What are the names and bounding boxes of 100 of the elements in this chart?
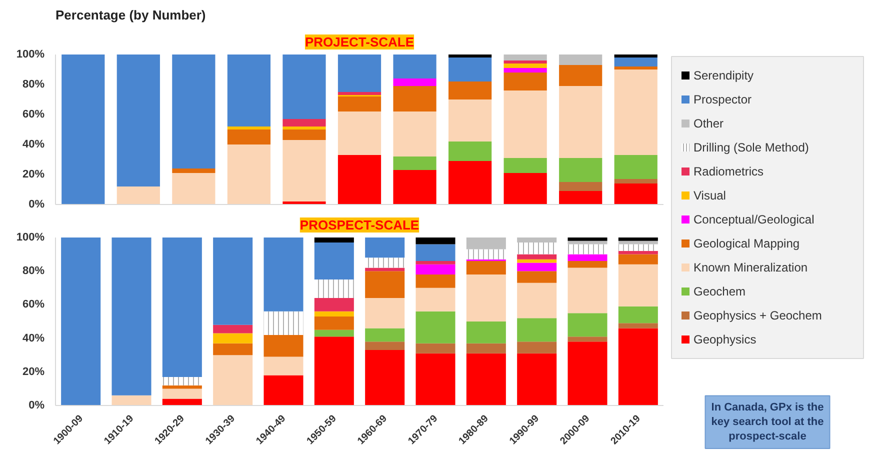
bar bbox=[448, 82, 492, 100]
bar bbox=[614, 179, 658, 184]
bar bbox=[172, 168, 216, 173]
y-axis-title: Percentage (by Number) bbox=[56, 8, 206, 22]
bar bbox=[517, 318, 557, 342]
bar bbox=[416, 343, 456, 354]
bar bbox=[116, 186, 160, 204]
bar bbox=[559, 65, 602, 86]
bar bbox=[504, 72, 547, 90]
bar bbox=[466, 274, 506, 322]
bar bbox=[62, 54, 105, 204]
y-tick-label: 40% bbox=[22, 332, 45, 344]
legend-label: Visual bbox=[694, 188, 726, 202]
bar bbox=[416, 353, 456, 406]
bar bbox=[365, 238, 405, 258]
bar bbox=[559, 54, 602, 65]
bar bbox=[614, 54, 658, 58]
bar bbox=[618, 306, 658, 324]
bar bbox=[264, 356, 304, 376]
bar bbox=[614, 70, 658, 155]
bar bbox=[416, 311, 456, 344]
bar bbox=[227, 54, 271, 126]
bar bbox=[517, 271, 557, 283]
bar bbox=[466, 343, 506, 354]
bar bbox=[282, 140, 326, 202]
bar bbox=[504, 158, 547, 173]
bar bbox=[213, 355, 253, 406]
bar bbox=[517, 342, 557, 354]
bar bbox=[314, 336, 354, 406]
bar bbox=[466, 353, 506, 406]
bar bbox=[448, 100, 492, 142]
y-tick-label: 80% bbox=[22, 78, 45, 90]
y-tick-label: 0% bbox=[28, 400, 45, 412]
bar bbox=[393, 54, 436, 78]
bar bbox=[227, 126, 271, 130]
bar bbox=[504, 64, 547, 68]
bar bbox=[504, 60, 547, 64]
bar bbox=[282, 54, 326, 119]
y-tick-label: 20% bbox=[22, 366, 45, 378]
bar bbox=[568, 342, 608, 406]
y-tick-label: 100% bbox=[16, 232, 45, 244]
bar bbox=[314, 242, 354, 280]
bar bbox=[568, 261, 608, 268]
bar bbox=[416, 274, 456, 288]
y-tick-label: 40% bbox=[22, 138, 45, 150]
bar bbox=[466, 261, 506, 274]
bar bbox=[365, 342, 405, 350]
bar bbox=[282, 130, 326, 140]
bar bbox=[416, 288, 456, 312]
bar bbox=[213, 324, 253, 334]
bar bbox=[517, 254, 557, 260]
bar bbox=[448, 142, 492, 161]
y-tick-label: 60% bbox=[22, 108, 45, 120]
text: In Canada, GPx is the key search tool at the prospect-scale bbox=[711, 402, 824, 442]
bar bbox=[517, 353, 557, 406]
bar bbox=[264, 375, 304, 406]
bar bbox=[559, 158, 602, 182]
legend-label: Geological Mapping bbox=[694, 236, 800, 250]
bar bbox=[264, 334, 304, 357]
bar bbox=[618, 328, 658, 406]
bar bbox=[618, 323, 658, 328]
bar bbox=[517, 262, 557, 272]
bar bbox=[568, 240, 608, 244]
bar bbox=[162, 238, 202, 377]
y-tick-label: 60% bbox=[22, 298, 45, 311]
bar bbox=[172, 173, 216, 204]
bar bbox=[568, 268, 608, 314]
bar bbox=[365, 350, 405, 406]
bar bbox=[618, 250, 658, 254]
bar bbox=[614, 184, 658, 204]
bar bbox=[614, 155, 658, 179]
bar bbox=[338, 92, 382, 95]
bar bbox=[416, 264, 456, 274]
bar bbox=[618, 254, 658, 264]
bar bbox=[172, 54, 216, 168]
legend-label: Serendipity bbox=[694, 68, 754, 82]
legend-label: Conceptual/Geological bbox=[694, 212, 814, 226]
bar bbox=[559, 86, 602, 158]
bar bbox=[61, 238, 101, 406]
bar bbox=[365, 298, 405, 328]
bar bbox=[314, 238, 354, 243]
y-tick-label: 20% bbox=[22, 168, 45, 180]
bar bbox=[338, 112, 382, 155]
bar bbox=[504, 90, 547, 158]
bar bbox=[282, 119, 326, 126]
bar bbox=[466, 322, 506, 344]
bar bbox=[618, 238, 658, 241]
bar bbox=[338, 155, 382, 204]
bar bbox=[568, 336, 608, 342]
bar bbox=[504, 173, 547, 204]
bar bbox=[393, 170, 436, 204]
bar bbox=[213, 238, 253, 325]
bar bbox=[416, 261, 456, 264]
bar bbox=[162, 388, 202, 399]
bar bbox=[393, 78, 436, 86]
bar bbox=[614, 66, 658, 70]
legend-label: Radiometrics bbox=[694, 164, 764, 178]
bar bbox=[416, 238, 456, 244]
bar bbox=[338, 54, 382, 92]
bar bbox=[504, 54, 547, 60]
